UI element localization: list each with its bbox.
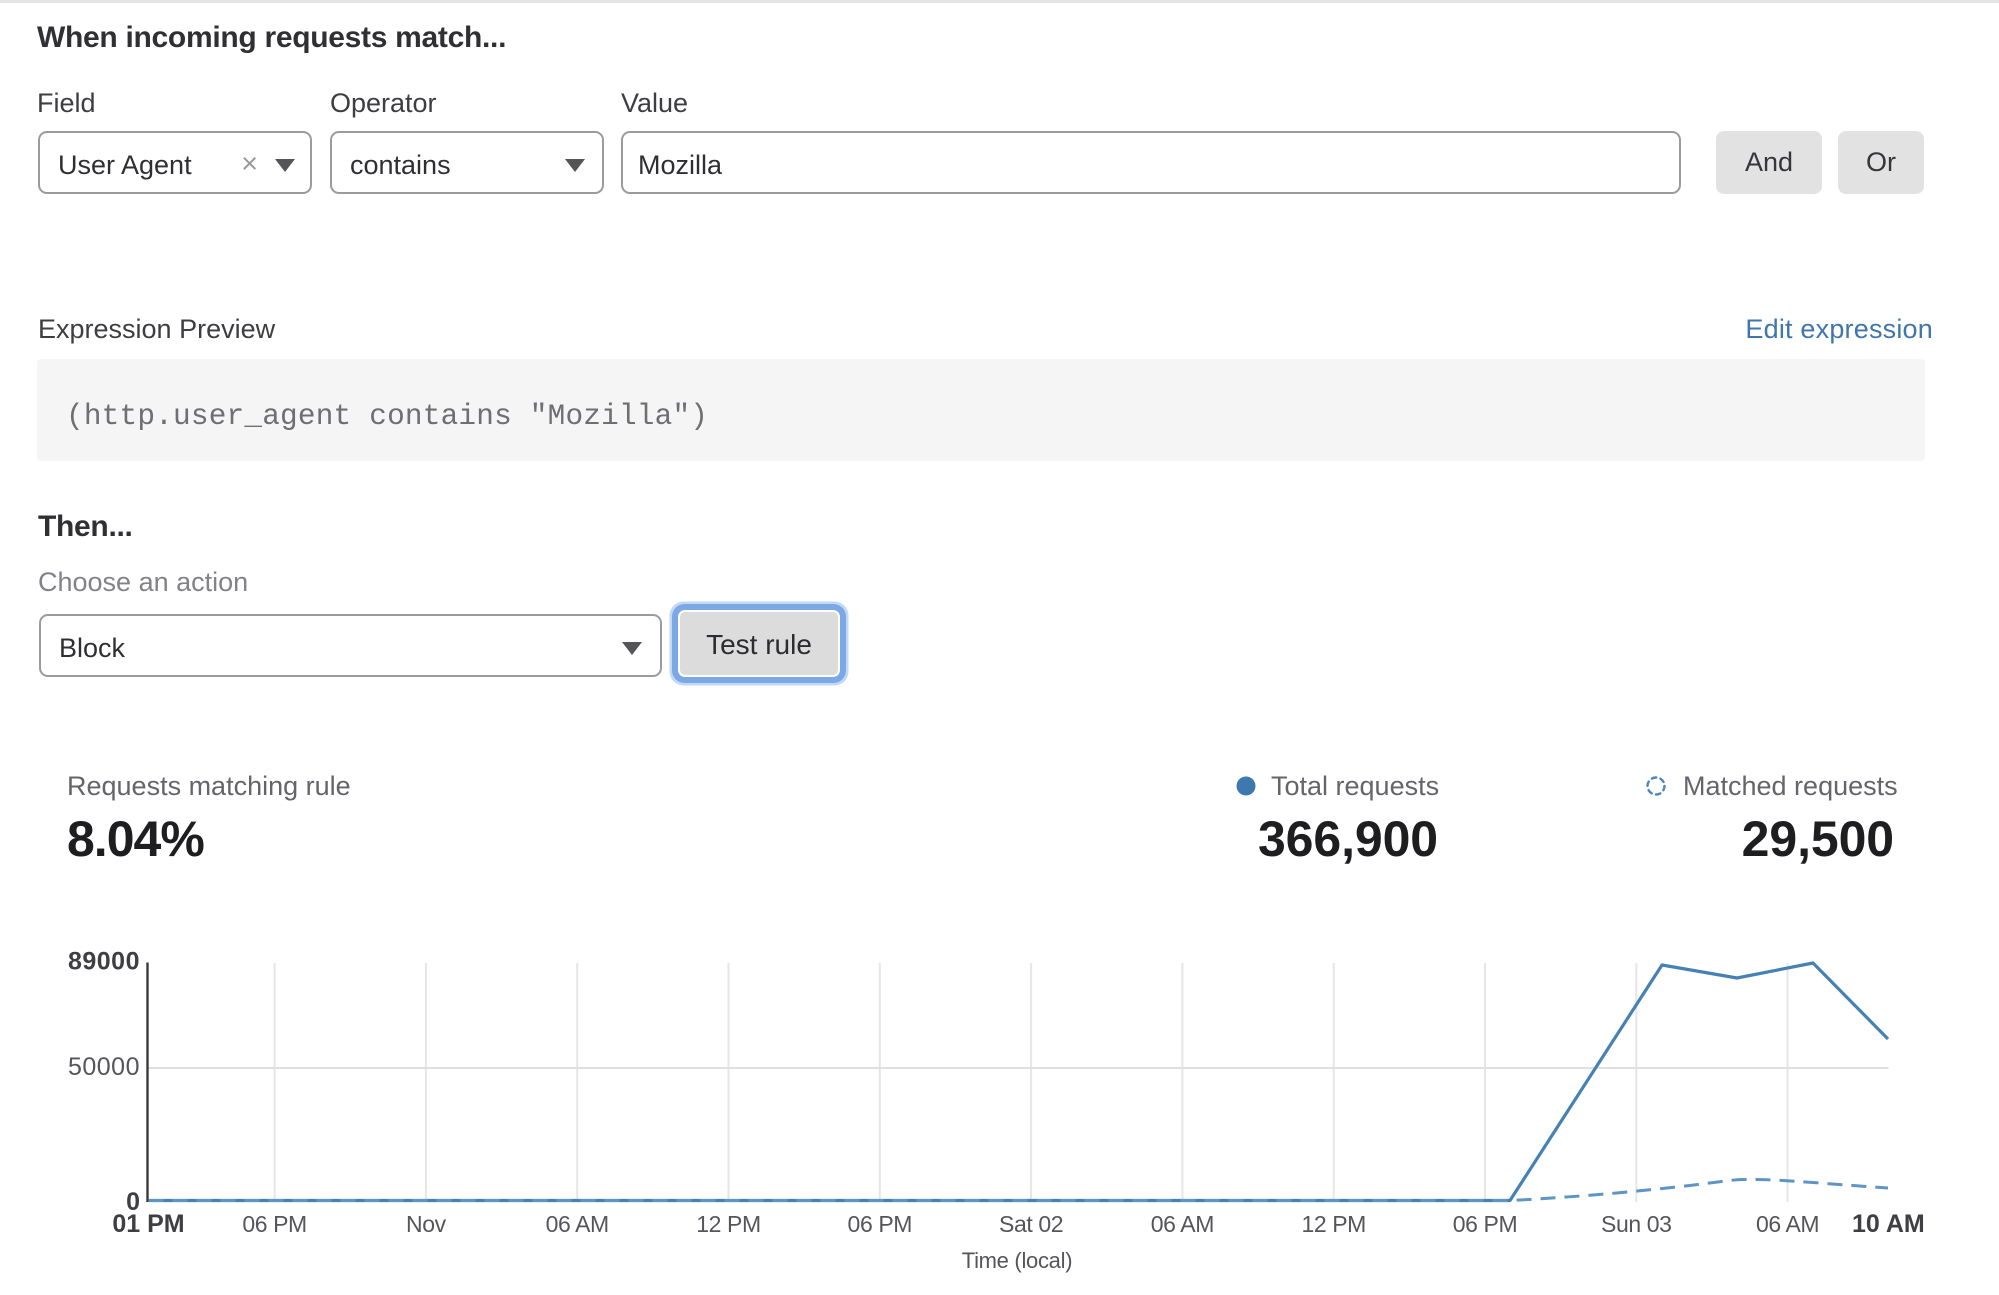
svg-text:Nov: Nov [406, 1211, 447, 1237]
svg-text:Time (local): Time (local) [962, 1248, 1072, 1273]
svg-text:Sun 03: Sun 03 [1601, 1211, 1672, 1237]
svg-text:Sat 02: Sat 02 [999, 1211, 1063, 1237]
svg-text:06 PM: 06 PM [848, 1211, 912, 1237]
svg-text:50000: 50000 [68, 1053, 140, 1081]
svg-text:0: 0 [126, 1188, 140, 1216]
svg-text:01 PM: 01 PM [112, 1210, 184, 1238]
svg-text:89000: 89000 [68, 948, 140, 976]
svg-text:12 PM: 12 PM [1301, 1211, 1365, 1237]
svg-text:06 PM: 06 PM [242, 1211, 306, 1237]
svg-text:06 PM: 06 PM [1453, 1211, 1517, 1237]
svg-text:10 AM: 10 AM [1852, 1210, 1925, 1238]
svg-text:06 AM: 06 AM [1151, 1211, 1214, 1237]
svg-text:06 AM: 06 AM [1756, 1211, 1819, 1237]
svg-text:06 AM: 06 AM [546, 1211, 609, 1237]
svg-text:12 PM: 12 PM [696, 1211, 760, 1237]
